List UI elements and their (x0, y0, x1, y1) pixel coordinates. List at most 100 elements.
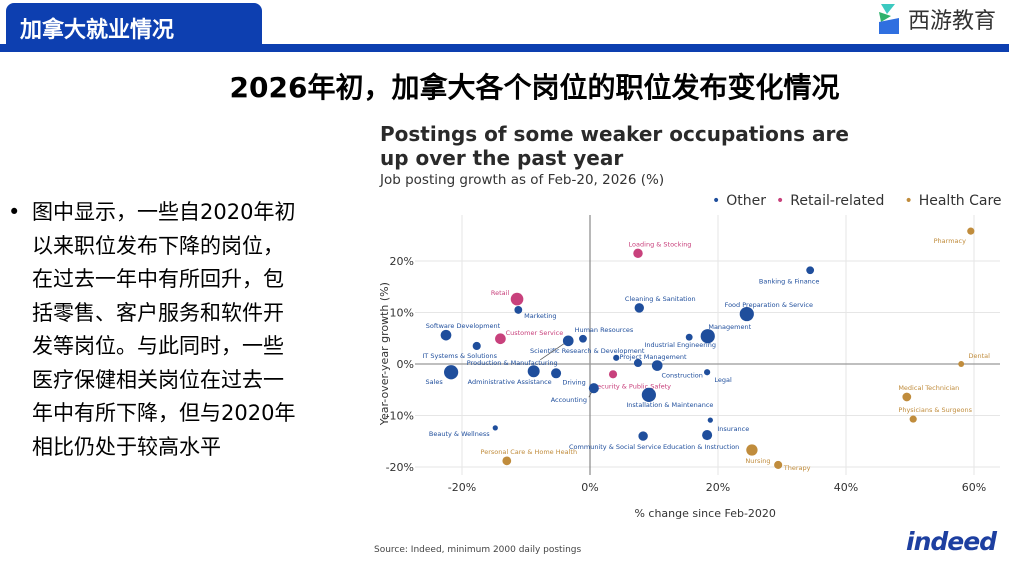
data-point-label: Food Preparation & Service (725, 301, 813, 309)
data-point-label: Beauty & Wellness (429, 430, 490, 438)
legend-item-other: • Other (712, 193, 767, 209)
data-point-label: Industrial Engineering (644, 341, 716, 349)
y-tick-label: 0% (397, 358, 414, 371)
brand-name: 西游教育 (908, 9, 997, 34)
bullet-line: 相比仍处于较高水平 (32, 434, 221, 459)
bullet-line: 发等岗位。与此同时，一些 (32, 334, 284, 358)
bullet-dot: • (8, 200, 21, 224)
data-point-label: Nursing (745, 457, 770, 465)
data-point (579, 334, 587, 343)
chart-title-line: up over the past year (380, 146, 624, 170)
data-point (527, 365, 540, 378)
chart-source: Source: Indeed, minimum 2000 daily posti… (374, 545, 582, 555)
data-point (774, 460, 783, 469)
brand-logo-icon (879, 4, 899, 34)
bullet-point: • 图中显示，一些自2020年初 以来职位发布下降的岗位， 在过去一年中有所回升… (8, 196, 295, 464)
x-tick-label: 60% (962, 481, 986, 494)
legend-item-retail: • Retail-related (776, 193, 885, 209)
data-point (685, 333, 693, 341)
data-point (613, 354, 620, 361)
x-tick-label: 20% (706, 481, 730, 494)
scatter-chart: -20% 0% 20% 40% 60% 20% 10% 0% -10% -20% % change … (378, 215, 1000, 520)
x-tick-label: 0% (581, 481, 598, 494)
data-point (514, 306, 523, 314)
data-point-label: Construction (662, 372, 703, 380)
y-tick-label: -20% (386, 461, 414, 474)
header-bar (0, 44, 1009, 52)
data-point (634, 303, 644, 313)
indeed-logo: indeed (906, 527, 997, 556)
bullet-text: 图中显示，一些自2020年初 以来职位发布下降的岗位， 在过去一年中有所回升，包… (32, 196, 295, 464)
data-point (562, 335, 574, 347)
data-point-label: Administrative Assistance (468, 378, 552, 386)
data-point-label: Software Development (426, 322, 501, 330)
data-point (492, 425, 498, 431)
data-point (551, 368, 562, 379)
data-point-label: Human Resources (575, 326, 634, 334)
data-point (902, 392, 912, 402)
x-axis-label: % change since Feb-2020 (634, 507, 775, 520)
data-point (702, 430, 713, 441)
data-point-label: Cleaning & Sanitation (625, 295, 696, 303)
chart-legend: • Other • Retail-related • Health Care (712, 193, 1002, 209)
data-point (608, 370, 618, 379)
data-point-label: Physicians & Surgeons (898, 406, 972, 414)
x-tick-label: -20% (448, 481, 476, 494)
data-point (909, 415, 917, 423)
y-tick-label: -10% (386, 410, 414, 423)
legend-item-health: • Health Care (904, 193, 1002, 209)
data-point-label: Accounting (551, 396, 587, 404)
data-point-label: Security & Public Safety (593, 382, 671, 390)
data-point (633, 358, 643, 368)
data-point-label: Project Management (619, 353, 687, 361)
data-point (746, 444, 758, 456)
bullet-line: 年中有所下降，但与2020年 (32, 401, 296, 425)
data-point-label: Education & Instruction (663, 443, 739, 451)
section-tab: 加拿大就业情况 (6, 3, 262, 45)
data-point (707, 417, 713, 423)
data-point (495, 333, 506, 345)
data-point (472, 341, 481, 351)
x-tick-label: 40% (834, 481, 858, 494)
data-point (739, 306, 754, 322)
data-point (704, 369, 711, 376)
y-tick-label: 20% (390, 255, 414, 268)
data-point-label: Dental (968, 352, 990, 360)
chart-subtitle: Job posting growth as of Feb-20, 2026 (%… (380, 172, 665, 188)
data-point-label: Production & Manufacturing (467, 359, 558, 367)
data-point (967, 227, 975, 235)
data-point-label: Personal Care & Home Health (481, 448, 578, 456)
data-point-label: Therapy (783, 464, 811, 472)
data-point-label: Medical Technician (898, 384, 959, 392)
leader-line (540, 340, 569, 361)
data-point-label: Sales (425, 378, 443, 386)
data-point-label: Installation & Maintenance (626, 401, 713, 409)
slide-title: 2026年初，加拿大各个岗位的职位发布变化情况 (229, 71, 840, 104)
brand-logo: 西游教育 (877, 2, 996, 36)
data-point-label: IT Systems & Solutions (422, 352, 497, 360)
data-point (806, 266, 815, 275)
data-point (633, 248, 643, 258)
chart-title: Postings of some weaker occupations are … (380, 122, 849, 170)
data-point-label: Scientific Research & Development (530, 347, 645, 355)
data-point-label: Loading & Stocking (629, 240, 692, 248)
data-point (641, 387, 656, 402)
data-point (638, 431, 648, 441)
data-point (700, 329, 715, 344)
data-point-label: Insurance (717, 425, 749, 433)
data-point (958, 361, 965, 367)
y-tick-label: 10% (390, 307, 414, 320)
bullet-line: 括零售、客户服务和软件开 (32, 300, 284, 325)
data-point-label: Management (708, 323, 751, 331)
bullet-line: 在过去一年中有所回升，包 (32, 267, 284, 291)
data-point (510, 292, 524, 306)
data-point (444, 365, 459, 380)
data-point-label: Driving (562, 378, 585, 386)
data-point (502, 456, 512, 466)
data-point (651, 360, 663, 371)
bullet-line: 以来职位发布下降的岗位， (32, 233, 284, 258)
data-point-label: Retail (491, 289, 510, 297)
y-axis-label: Year-over-year growth (%) (378, 282, 391, 426)
data-point-label: Legal (714, 376, 732, 384)
chart-title-line: Postings of some weaker occupations are (380, 122, 849, 146)
